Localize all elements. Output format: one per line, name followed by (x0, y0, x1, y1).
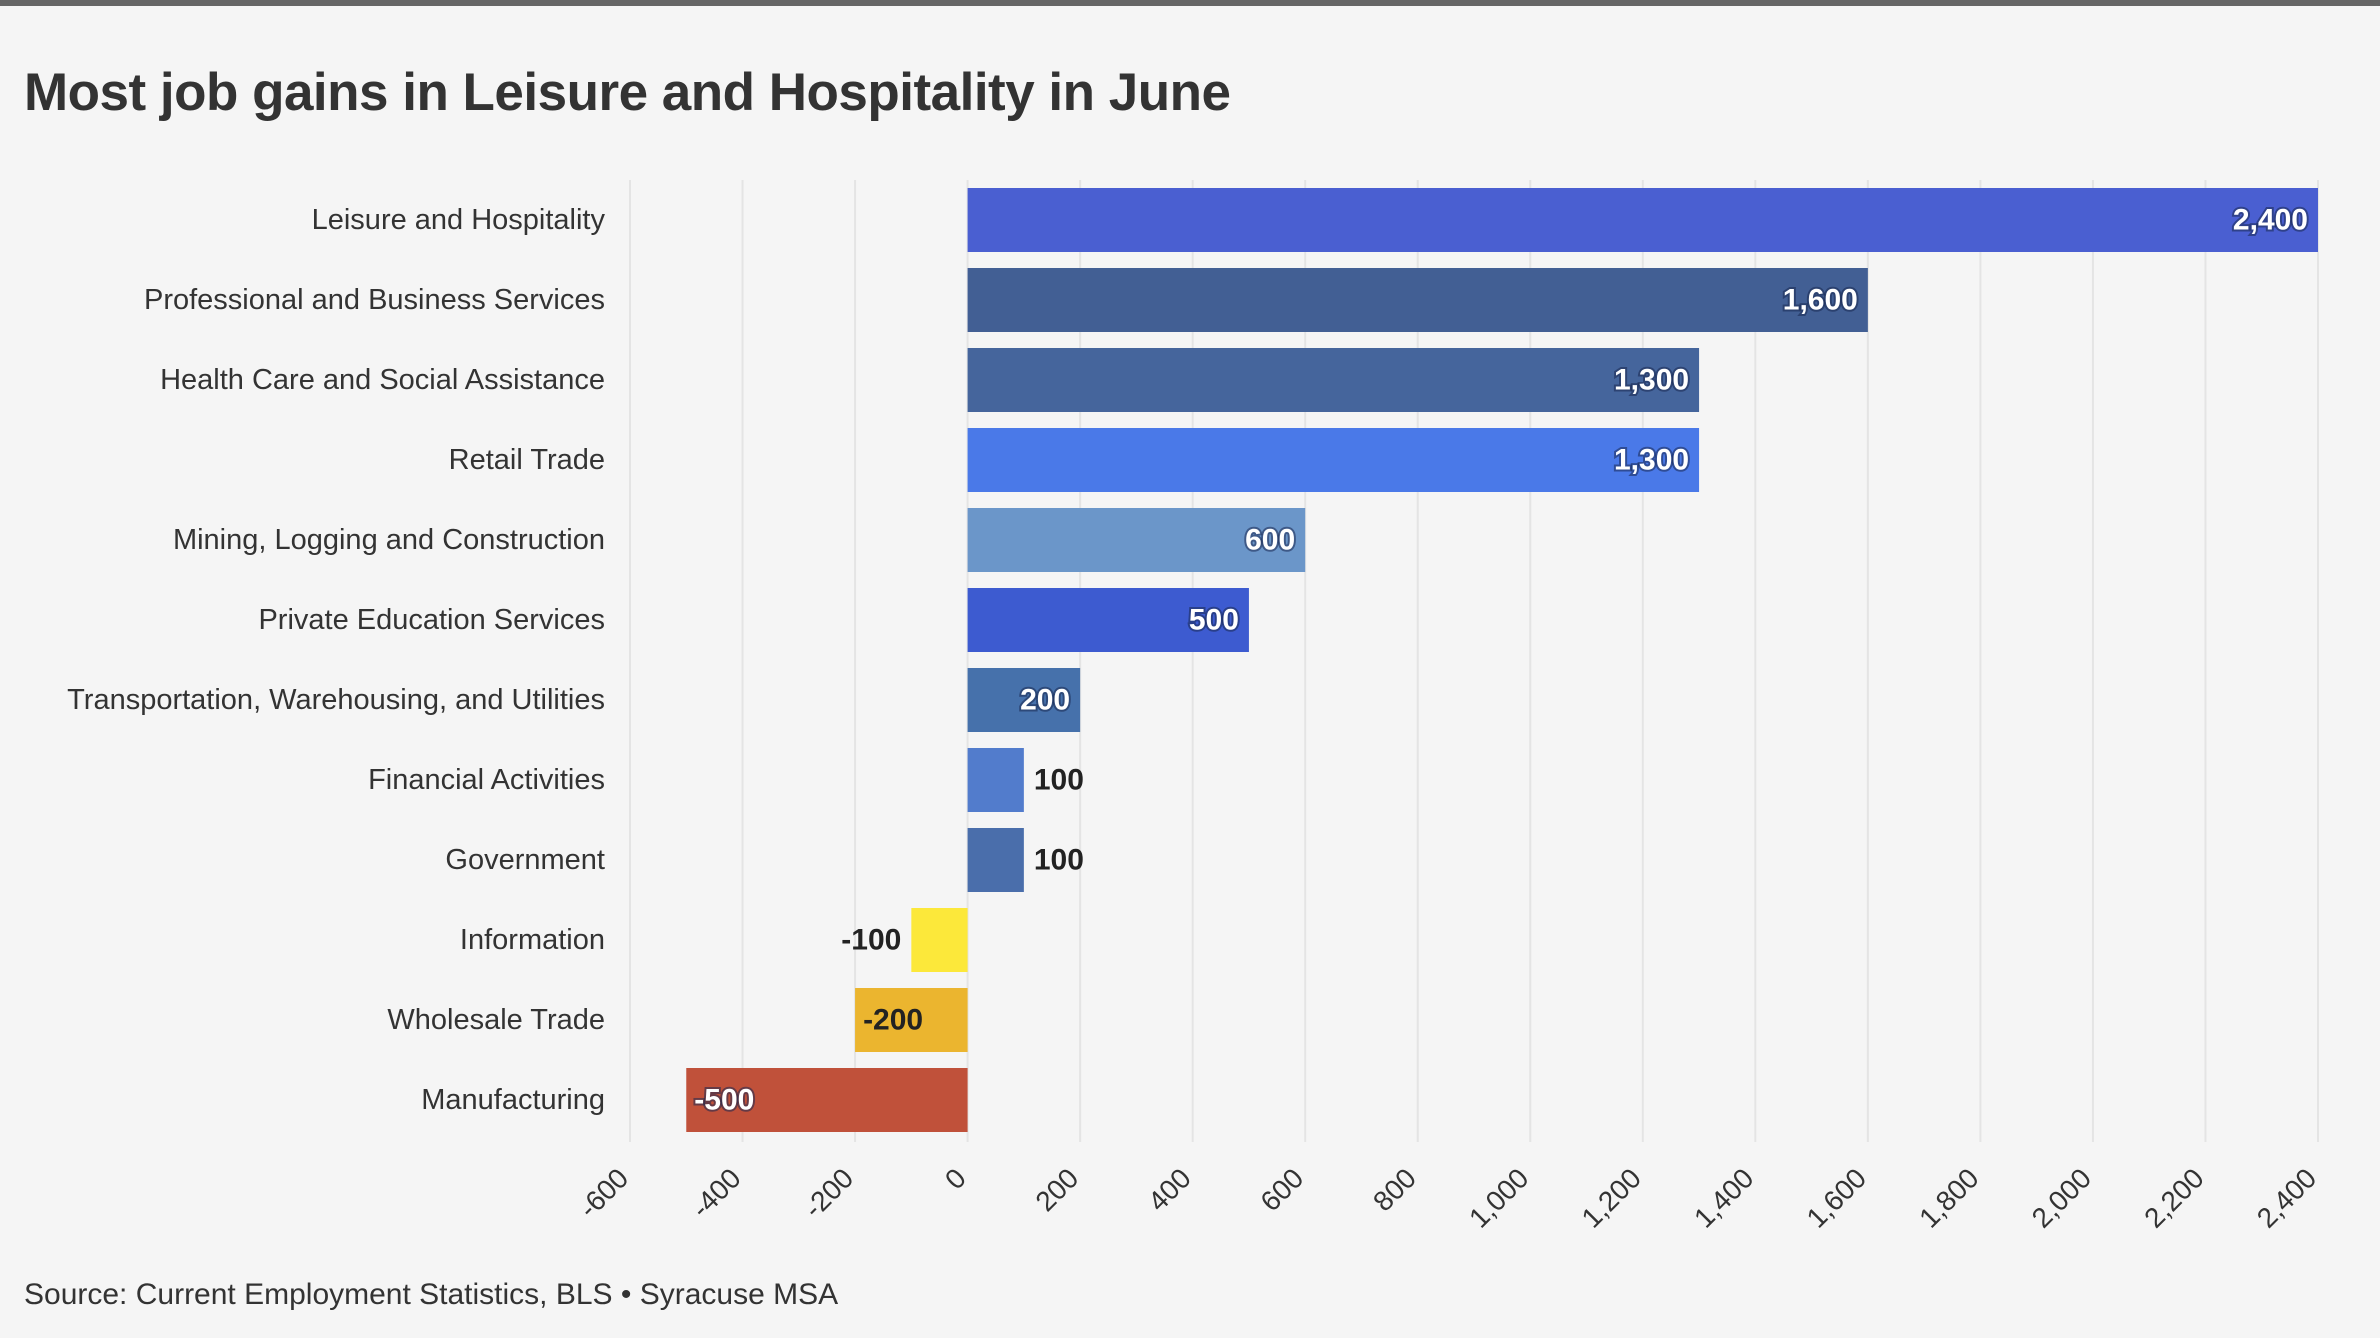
bar (967, 428, 1700, 492)
value-label: 100 (1034, 764, 1084, 797)
bar (967, 348, 1700, 412)
bar (967, 268, 1868, 332)
grid-lines (629, 180, 2319, 1142)
x-tick-label: 1,000 (1463, 1162, 1534, 1233)
category-label: Private Education Services (258, 604, 605, 636)
category-label: Transportation, Warehousing, and Utiliti… (67, 684, 605, 716)
category-label: Government (445, 844, 605, 876)
x-tick-label: 0 (939, 1162, 972, 1195)
category-label: Professional and Business Services (144, 284, 605, 316)
source-note: Source: Current Employment Statistics, B… (24, 1278, 839, 1311)
bar (967, 508, 1306, 572)
category-label: Leisure and Hospitality (312, 204, 606, 236)
value-labels: 2,400 1,600 1,300 1,300 600 500 200 100 100 -100 -… (692, 202, 2310, 1119)
value-label: 100 (1034, 844, 1084, 877)
x-tick-label: -600 (573, 1162, 635, 1224)
value-label: -100 (841, 924, 901, 957)
value-label: 2,400 (2233, 204, 2308, 237)
value-label: -200 (863, 1004, 923, 1037)
bar (911, 908, 968, 972)
value-label: 500 (1189, 604, 1239, 637)
chart-title: Most job gains in Leisure and Hospitalit… (24, 63, 1231, 122)
top-rule (0, 0, 2380, 6)
bars (686, 188, 2318, 1132)
value-label: 200 (1020, 684, 1070, 717)
x-tick-label: 2,200 (2138, 1162, 2209, 1233)
x-tick-label: -200 (798, 1162, 860, 1224)
x-tick-label: 400 (1142, 1162, 1197, 1217)
value-label: -500 (694, 1084, 754, 1117)
bar (967, 588, 1249, 652)
category-label: Financial Activities (368, 764, 605, 796)
x-axis-tick-labels: -600 -400 -200 0 200 400 600 800 1,000 1,200 1,400… (573, 1162, 2323, 1233)
bar (686, 1068, 968, 1132)
x-tick-label: 2,000 (2026, 1162, 2097, 1233)
value-label: 1,600 (1783, 284, 1858, 317)
value-label: 600 (1245, 524, 1295, 557)
x-tick-label: 600 (1254, 1162, 1309, 1217)
bar (967, 748, 1024, 812)
bar (967, 188, 2318, 252)
x-tick-label: 2,400 (2251, 1162, 2322, 1233)
x-tick-label: 200 (1029, 1162, 1084, 1217)
value-label: 1,300 (1614, 444, 1689, 477)
category-labels: Leisure and Hospitality Professional and … (67, 204, 605, 1116)
value-label: 1,300 (1614, 364, 1689, 397)
category-label: Wholesale Trade (387, 1004, 605, 1036)
category-label: Information (460, 924, 605, 956)
x-tick-label: -400 (685, 1162, 747, 1224)
x-tick-label: 800 (1367, 1162, 1422, 1217)
bar (855, 988, 968, 1052)
category-label: Health Care and Social Assistance (160, 364, 605, 396)
x-tick-label: 1,800 (1913, 1162, 1984, 1233)
category-label: Manufacturing (421, 1084, 605, 1116)
bar (967, 668, 1081, 732)
x-tick-label: 1,200 (1576, 1162, 1647, 1233)
category-label: Retail Trade (449, 444, 605, 476)
bar (967, 828, 1024, 892)
x-tick-label: 1,400 (1688, 1162, 1759, 1233)
x-tick-label: 1,600 (1801, 1162, 1872, 1233)
category-label: Mining, Logging and Construction (173, 524, 605, 556)
